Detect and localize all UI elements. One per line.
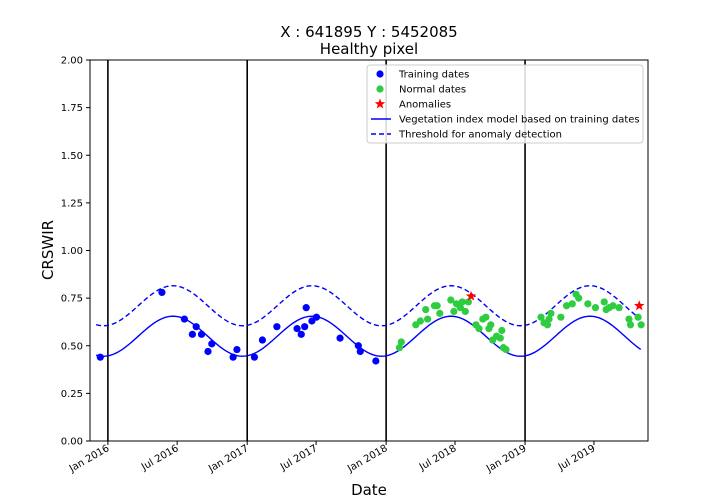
y-tick-label-0: 0.00 (61, 437, 83, 448)
x-tick-label-6: Jan 2019 (484, 443, 529, 475)
normal-point-46 (626, 321, 635, 329)
legend-label-2: Anomalies (399, 100, 451, 111)
training-point-10 (250, 353, 259, 361)
y-tick-label-3: 0.75 (61, 294, 83, 305)
normal-point-9 (447, 296, 455, 304)
y-tick-label-1: 0.25 (61, 389, 83, 400)
normal-point-39 (591, 304, 600, 312)
training-point-0 (96, 353, 104, 361)
training-point-15 (301, 323, 309, 331)
y-tick-label-8: 2.00 (61, 56, 83, 67)
chart-subtitle: Healthy pixel (320, 40, 418, 58)
training-point-4 (192, 323, 200, 331)
y-tick-label-6: 1.50 (61, 151, 83, 162)
normal-point-7 (433, 302, 441, 310)
training-point-3 (188, 330, 196, 338)
x-tick-label-0: Jan 2016 (67, 443, 112, 475)
normal-point-4 (422, 305, 430, 314)
x-tick-label-5: Jul 2018 (417, 443, 459, 473)
normal-point-48 (637, 321, 645, 329)
chart-title: X : 641895 Y : 5452085 (280, 23, 457, 41)
normal-point-19 (482, 313, 490, 321)
x-tick-label-1: Jul 2016 (139, 443, 181, 473)
training-point-7 (208, 340, 216, 348)
training-point-21 (356, 347, 364, 356)
training-point-14 (297, 330, 305, 338)
training-point-12 (273, 323, 281, 331)
normal-point-35 (568, 300, 576, 308)
anomaly-star-1 (634, 300, 645, 311)
threshold-curve (95, 285, 642, 327)
y-tick-label-2: 0.50 (61, 341, 83, 352)
normal-point-31 (545, 315, 553, 323)
normal-point-5 (424, 315, 432, 323)
y-tick-label-5: 1.25 (61, 198, 83, 209)
normal-point-14 (461, 307, 469, 316)
y-tick-label-7: 1.75 (61, 103, 83, 114)
normal-point-33 (557, 313, 565, 321)
normal-point-15 (464, 298, 472, 306)
training-point-8 (229, 353, 237, 361)
legend-marker-0 (376, 70, 384, 78)
normal-point-43 (609, 302, 617, 310)
normal-point-3 (416, 317, 424, 325)
legend-marker-1 (376, 85, 384, 93)
legend-label-0: Training dates (398, 70, 469, 81)
x-axis-label: Date (351, 481, 387, 499)
training-point-19 (336, 334, 344, 342)
training-point-18 (312, 313, 321, 321)
y-tick-label-4: 1.00 (61, 246, 83, 257)
normal-point-25 (498, 326, 506, 335)
legend-marker-2 (374, 98, 386, 109)
training-point-11 (258, 336, 267, 344)
legend-box (366, 64, 644, 144)
training-point-22 (372, 357, 380, 365)
normal-point-34 (562, 302, 571, 310)
normal-point-10 (450, 307, 458, 316)
normal-point-17 (475, 325, 483, 333)
normal-point-21 (487, 321, 495, 329)
normal-point-32 (547, 309, 555, 317)
training-point-1 (158, 288, 166, 297)
normal-point-8 (436, 309, 444, 317)
normal-point-38 (584, 300, 592, 308)
y-axis-label: CRSWIR (39, 220, 57, 280)
x-tick-label-4: Jan 2018 (345, 443, 390, 475)
normal-point-47 (634, 313, 642, 321)
plot-area (95, 60, 645, 441)
normal-point-44 (615, 304, 623, 312)
training-point-20 (354, 342, 362, 350)
anomaly-star-0 (465, 290, 477, 301)
training-point-6 (204, 347, 212, 356)
normal-point-27 (502, 345, 510, 354)
normal-point-30 (543, 321, 552, 329)
training-point-5 (197, 330, 206, 338)
training-point-16 (302, 304, 310, 312)
normal-point-13 (458, 298, 466, 306)
legend-label-3: Vegetation index model based on training… (399, 115, 640, 126)
x-tick-label-2: Jan 2017 (206, 443, 251, 475)
training-point-2 (180, 315, 188, 323)
normal-point-37 (575, 294, 583, 302)
normal-point-28 (537, 313, 545, 321)
x-tick-label-7: Jul 2019 (556, 443, 598, 473)
training-point-9 (233, 345, 241, 354)
legend-label-4: Threshold for anomaly detection (398, 130, 562, 141)
normal-point-40 (600, 298, 608, 306)
legend-label-1: Normal dates (399, 85, 466, 96)
normal-point-12 (456, 304, 464, 312)
x-tick-label-3: Jul 2017 (278, 443, 320, 473)
normal-point-45 (625, 315, 633, 323)
training-point-13 (293, 325, 301, 333)
legend: Training dates Normal dates Anomalies Veget… (366, 64, 644, 144)
normal-point-1 (397, 338, 405, 346)
normal-point-0 (395, 344, 404, 352)
normal-point-24 (496, 334, 504, 342)
